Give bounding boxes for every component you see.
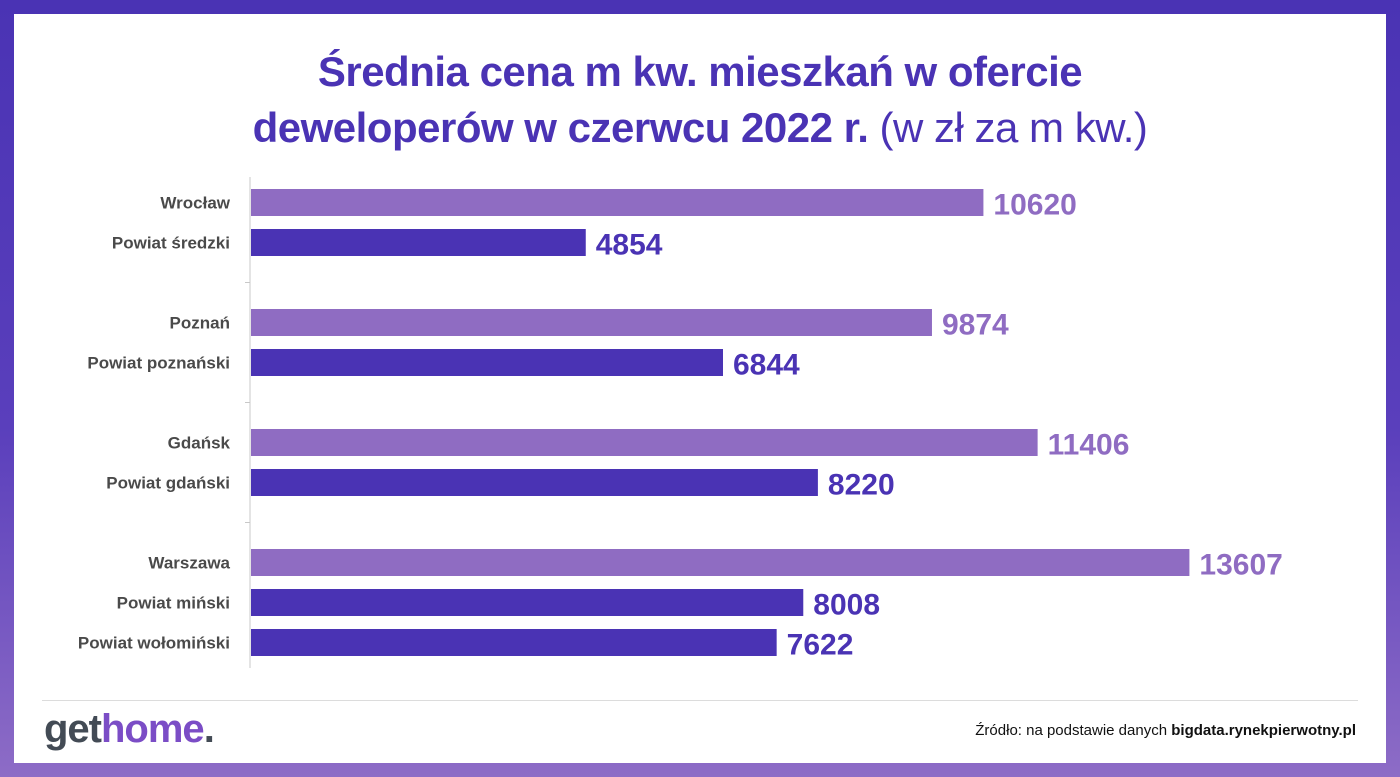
title-unit: (w zł za m kw.): [879, 104, 1148, 151]
category-label-0: Wrocław: [160, 194, 230, 213]
category-label-7: Powiat miński: [117, 594, 230, 613]
logo-get: get: [44, 707, 102, 751]
bar-8: [251, 629, 777, 656]
value-label-4: 11406: [1048, 429, 1130, 462]
category-label-8: Powiat wołomiński: [78, 634, 230, 653]
gethome-logo: gethome.: [44, 707, 215, 752]
source-prefix: Źródło: na podstawie danych: [975, 722, 1168, 739]
value-label-3: 6844: [733, 349, 800, 382]
title-line-1: Średnia cena m kw. mieszkań w ofercie: [317, 48, 1083, 95]
bar-2: [251, 309, 932, 336]
footer-divider: [42, 700, 1358, 701]
bar-3: [251, 349, 723, 376]
title-line-2: deweloperów w czerwcu 2022 r. (w zł za m…: [14, 100, 1386, 156]
bar-6: [251, 549, 1190, 576]
category-label-5: Powiat gdański: [106, 474, 230, 493]
chart-title: Średnia cena m kw. mieszkań w ofercie de…: [14, 44, 1386, 156]
value-label-1: 4854: [596, 229, 663, 262]
bar-0: [251, 189, 984, 216]
logo-dot: .: [203, 707, 215, 751]
bar-1: [251, 229, 586, 256]
value-label-5: 8220: [828, 469, 895, 502]
title-line-2-bold: deweloperów w czerwcu 2022 r.: [252, 104, 869, 151]
value-label-6: 13607: [1199, 549, 1282, 582]
bar-5: [251, 469, 818, 496]
source-link: bigdata.rynekpierwotny.pl: [1171, 722, 1356, 739]
value-label-0: 10620: [993, 189, 1076, 222]
value-label-2: 9874: [942, 309, 1009, 342]
bar-chart: Wrocław 10620 Powiat średzki 4854 Poznań 9874…: [78, 177, 1283, 668]
source-note: Źródło: na podstawie danych bigdata.ryne…: [975, 722, 1356, 739]
value-label-8: 7622: [787, 629, 854, 662]
bar-4: [251, 429, 1038, 456]
category-label-6: Warszawa: [148, 554, 230, 573]
category-label-2: Poznań: [170, 314, 230, 333]
value-label-7: 8008: [813, 589, 880, 622]
chart-card: Średnia cena m kw. mieszkań w ofercie de…: [14, 14, 1386, 763]
bar-7: [251, 589, 804, 616]
category-label-4: Gdańsk: [168, 434, 231, 453]
category-label-1: Powiat średzki: [112, 234, 230, 253]
category-label-3: Powiat poznański: [87, 354, 230, 373]
logo-home: home: [101, 707, 205, 751]
